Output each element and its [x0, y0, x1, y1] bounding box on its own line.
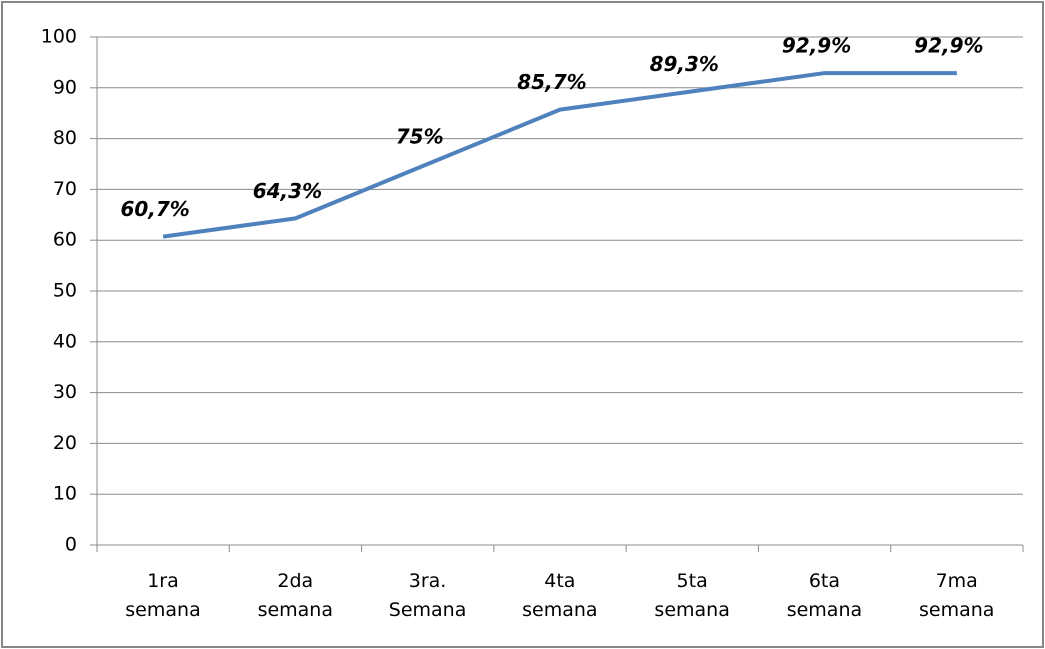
data-label: 92,9%: [782, 34, 851, 58]
y-tick-label: 60: [53, 229, 77, 251]
y-tick-label: 70: [53, 178, 77, 200]
x-tick-label: 5ta semana: [654, 570, 730, 621]
x-tick-label: 2da semana: [257, 570, 333, 621]
y-tick-label: 30: [53, 381, 77, 403]
y-tick-label: 40: [53, 330, 77, 352]
y-tick-label: 100: [41, 26, 77, 48]
data-label: 64,3%: [253, 179, 322, 203]
y-tick-label: 0: [65, 534, 77, 556]
x-tick-label: 3ra. Semana: [388, 570, 467, 621]
x-tick-label: 7ma semana: [918, 570, 995, 621]
y-tick-label: 90: [53, 76, 77, 98]
y-tick-label: 20: [53, 432, 77, 454]
data-line: [162, 71, 957, 239]
data-label: 92,9%: [914, 34, 983, 58]
data-label: 89,3%: [650, 52, 719, 76]
x-tick-label: 4ta semana: [522, 570, 598, 621]
data-label: 85,7%: [517, 70, 586, 94]
x-tick-label: 6ta semana: [786, 570, 863, 621]
data-label: 60,7%: [120, 197, 189, 221]
y-tick-label: 80: [53, 127, 77, 149]
data-label: 75%: [396, 125, 444, 149]
y-tick-label: 50: [53, 280, 77, 302]
x-tick-label: 1ra semana: [125, 570, 201, 621]
y-tick-label: 10: [53, 483, 77, 505]
